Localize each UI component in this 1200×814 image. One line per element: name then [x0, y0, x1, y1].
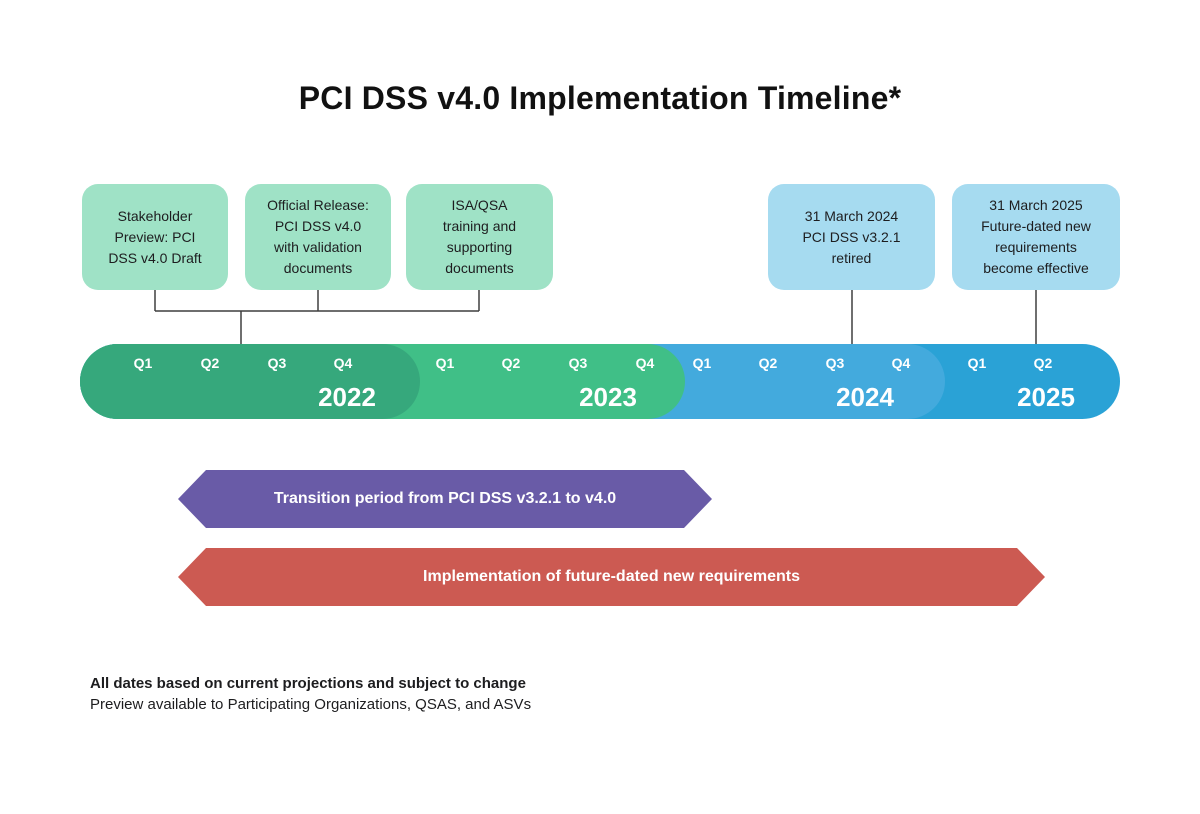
quarter-label-2024-q3: Q3 — [825, 355, 845, 371]
footnote-dates-disclaimer: All dates based on current projections a… — [90, 675, 526, 692]
timeline-bar: Q1 Q2 Q3 Q4 Q1 Q2 Q3 Q4 Q1 Q2 Q3 Q4 Q1 Q… — [80, 344, 1120, 419]
quarter-label-2022-q3: Q3 — [267, 355, 287, 371]
year-label-2024: 2024 — [836, 382, 894, 412]
quarter-label-2025-q2: Q2 — [1033, 355, 1053, 371]
quarter-label-2024-q2: Q2 — [758, 355, 778, 371]
year-label-2022: 2022 — [318, 382, 376, 412]
quarter-label-2023-q4: Q4 — [635, 355, 655, 371]
quarter-label-2024-q4: Q4 — [891, 355, 911, 371]
quarter-label-2022-q4: Q4 — [333, 355, 353, 371]
callout-official-release: Official Release: PCI DSS v4.0 with vali… — [245, 184, 391, 290]
quarter-label-2023-q1: Q1 — [435, 355, 455, 371]
quarter-label-2025-q1: Q1 — [967, 355, 987, 371]
page-title: PCI DSS v4.0 Implementation Timeline* — [298, 80, 902, 116]
footnote-preview-availability: Preview available to Participating Organ… — [90, 696, 532, 713]
year-label-2025: 2025 — [1017, 382, 1075, 412]
callout-isa-qsa-training: ISA/QSA training and supporting document… — [406, 184, 553, 290]
year-label-2023: 2023 — [579, 382, 637, 412]
callout-stakeholder-preview: Stakeholder Preview: PCI DSS v4.0 Draft — [82, 184, 228, 290]
quarter-label-2023-q2: Q2 — [501, 355, 521, 371]
callout-v321-retired: 31 March 2024 PCI DSS v3.2.1 retired — [768, 184, 935, 290]
timeline-segment-2022 — [80, 344, 420, 419]
quarter-label-2022-q2: Q2 — [200, 355, 220, 371]
quarter-label-2022-q1: Q1 — [133, 355, 153, 371]
callout-future-dated-effective: 31 March 2025 Future-dated new requireme… — [952, 184, 1120, 290]
quarter-label-2023-q3: Q3 — [568, 355, 588, 371]
banner-transition-period: Transition period from PCI DSS v3.2.1 to… — [178, 470, 712, 528]
banner-implementation-requirements: Implementation of future-dated new requi… — [178, 548, 1045, 606]
quarter-label-2024-q1: Q1 — [692, 355, 712, 371]
